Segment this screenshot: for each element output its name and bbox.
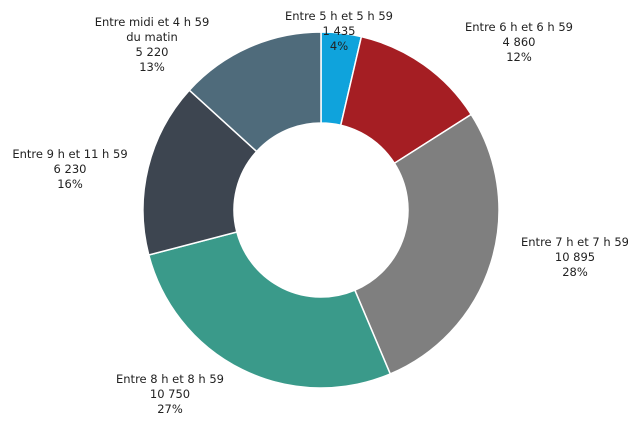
value-label: 28% <box>562 265 588 279</box>
value-label: 16% <box>57 177 83 191</box>
category-label: Entre 9 h et 11 h 59 <box>12 147 128 161</box>
slice-label: Entre 6 h et 6 h 59 4 860 12% <box>454 20 584 65</box>
value-label: 1 435 <box>322 24 356 38</box>
value-label: 4% <box>329 39 349 53</box>
slice <box>353 113 500 375</box>
slice-label: Entre 8 h et 8 h 59 10 750 27% <box>105 372 235 417</box>
value-label: 6 230 <box>53 162 87 176</box>
slice-label: Entre 5 h et 5 h 59 1 435 4% <box>274 9 404 54</box>
value-label: 27% <box>157 402 183 416</box>
category-label: Entre 5 h et 5 h 59 <box>285 9 393 23</box>
category-label: Entre 6 h et 6 h 59 <box>465 20 573 34</box>
value-label: 12% <box>506 50 532 64</box>
value-label: 10 750 <box>149 387 191 401</box>
category-label: Entre 7 h et 7 h 59 <box>521 235 628 249</box>
slice <box>147 231 392 389</box>
value-label: 10 895 <box>554 250 596 264</box>
category-label: Entre midi et 4 h 59 du matin <box>94 15 210 44</box>
slice-label: Entre 7 h et 7 h 59 10 895 28% <box>510 235 628 280</box>
category-label: Entre 8 h et 8 h 59 <box>116 372 224 386</box>
slice-label: Entre 9 h et 11 h 59 6 230 16% <box>5 147 135 192</box>
value-label: 4 860 <box>502 35 536 49</box>
slice <box>188 31 322 153</box>
value-label: 5 220 <box>135 45 169 59</box>
slice-label: Entre midi et 4 h 59 du matin 5 220 13% <box>87 15 217 75</box>
value-label: 13% <box>139 60 165 74</box>
